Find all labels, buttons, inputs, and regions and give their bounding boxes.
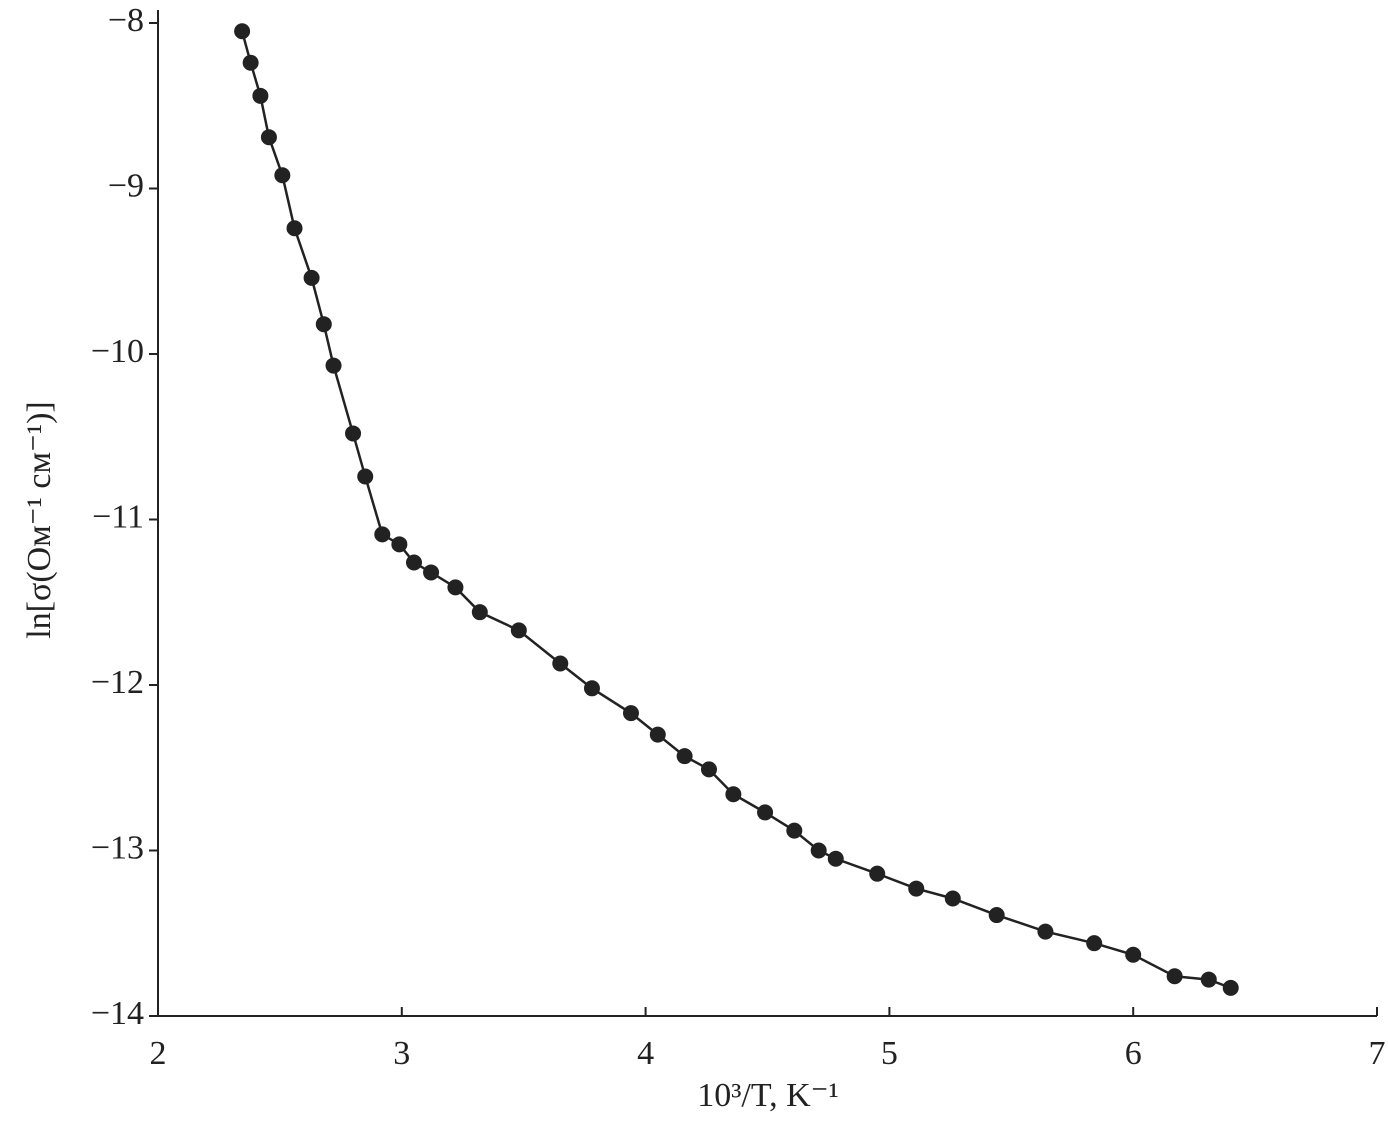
y-tick-label: −12: [91, 664, 144, 701]
data-point: [1125, 946, 1142, 963]
data-point: [1166, 968, 1183, 985]
x-tick-label: 3: [393, 1035, 410, 1072]
data-point: [786, 822, 803, 839]
x-tick-label: 4: [637, 1035, 654, 1072]
data-point: [286, 220, 303, 237]
x-tick-label: 6: [1125, 1035, 1142, 1072]
data-point: [274, 167, 291, 184]
data-point: [649, 726, 666, 743]
data-point: [357, 468, 374, 485]
data-point: [622, 705, 639, 722]
y-tick-label: −13: [91, 829, 144, 866]
data-point: [242, 54, 259, 71]
data-line: [240, 30, 1232, 990]
x-tick-label: 2: [150, 1035, 167, 1072]
data-point: [510, 622, 527, 639]
data-point: [374, 526, 391, 543]
data-point: [700, 761, 717, 778]
data-point: [325, 357, 342, 374]
data-point: [234, 23, 251, 40]
data-point: [869, 865, 886, 882]
x-tick-label: 5: [881, 1035, 898, 1072]
data-point: [303, 269, 320, 286]
data-point: [676, 748, 693, 765]
data-point: [827, 850, 844, 867]
data-point: [423, 564, 440, 581]
y-axis-label: ln[σ(Ом⁻¹ см⁻¹)]: [21, 401, 58, 639]
data-point: [583, 680, 600, 697]
y-tick-label: −10: [91, 333, 144, 370]
data-point: [810, 842, 827, 859]
data-point: [260, 129, 277, 146]
data-point: [471, 604, 488, 621]
data-point: [1200, 971, 1217, 988]
data-point: [725, 786, 742, 803]
data-point: [988, 907, 1005, 924]
data-point: [1222, 979, 1239, 996]
data-point: [1037, 923, 1054, 940]
data-point: [908, 880, 925, 897]
data-point: [405, 554, 422, 571]
data-point: [345, 425, 362, 442]
data-point: [447, 579, 464, 596]
data-point: [944, 890, 961, 907]
y-tick-label: −8: [108, 2, 144, 39]
data-point: [391, 536, 408, 553]
data-point: [552, 655, 569, 672]
data-point: [315, 316, 332, 333]
data-point: [252, 87, 269, 104]
data-point: [757, 804, 774, 821]
y-tick-label: −9: [108, 167, 144, 204]
y-tick-label: −14: [91, 995, 144, 1032]
x-tick-label: 7: [1369, 1035, 1386, 1072]
x-axis-label: 10³/T, K⁻¹: [697, 1077, 839, 1114]
data-point: [1086, 935, 1103, 952]
y-tick-label: −11: [92, 498, 144, 535]
